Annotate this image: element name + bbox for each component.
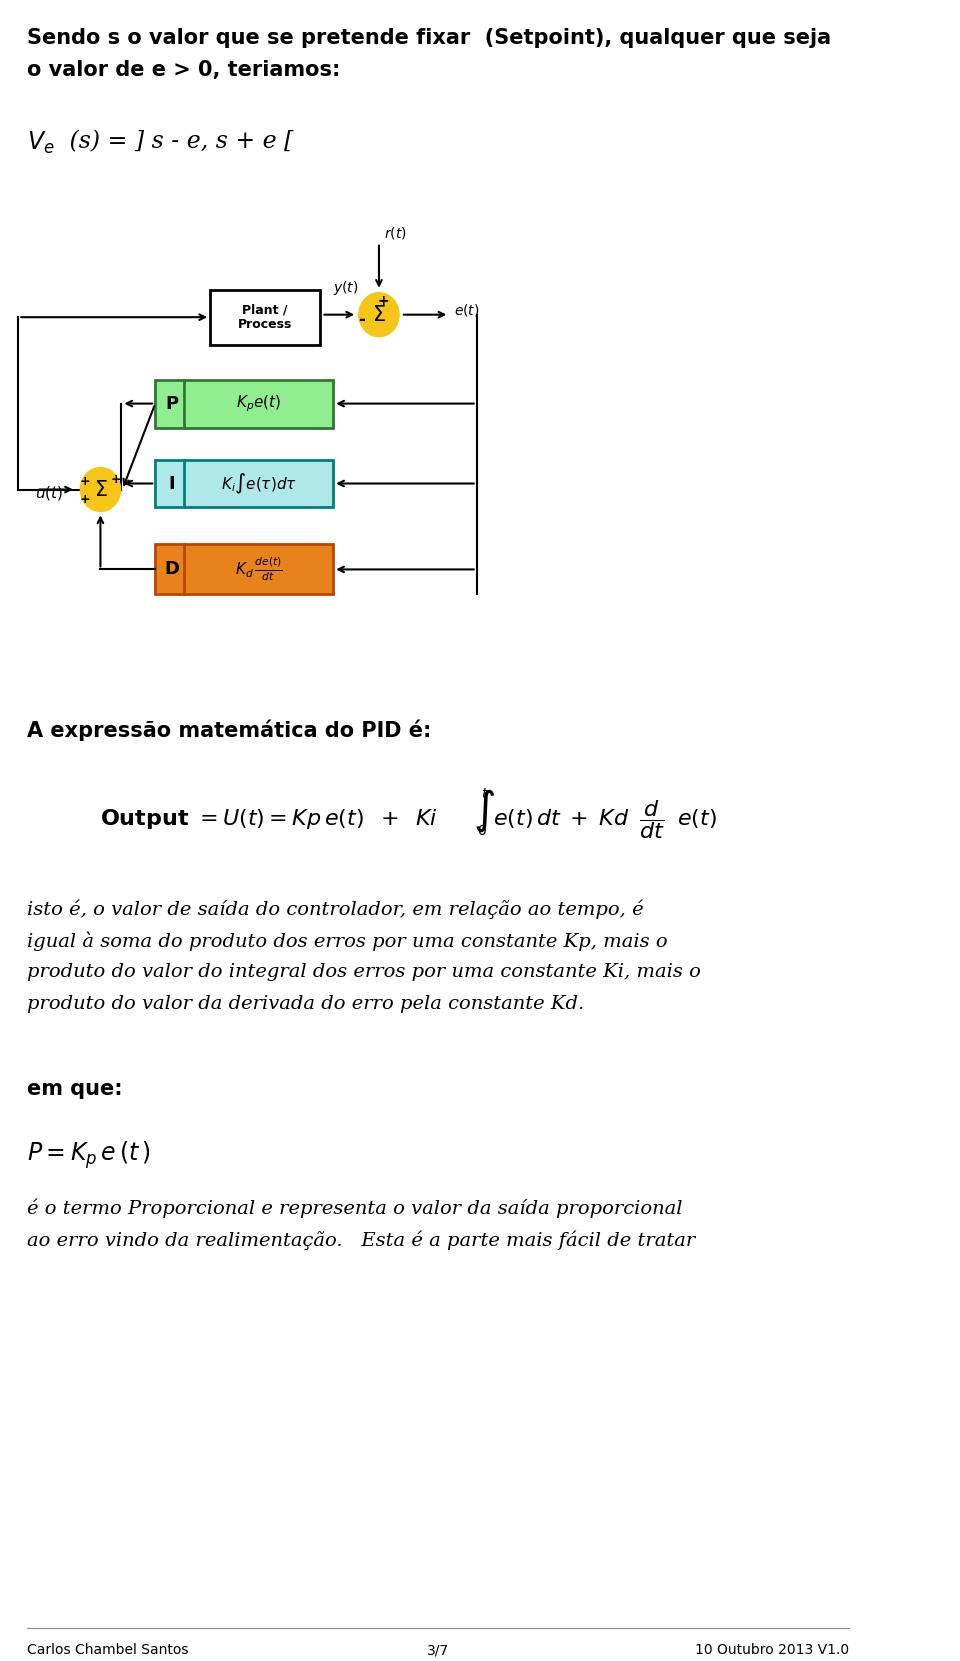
Text: $\int$: $\int$: [473, 787, 495, 834]
Text: $u(t)$: $u(t)$: [35, 483, 62, 502]
Text: $\mathbf{Output}$ $= U(t) = Kp\, e(t)\;\; +\;\; Ki$: $\mathbf{Output}$ $= U(t) = Kp\, e(t)\;\…: [101, 807, 439, 830]
Circle shape: [359, 292, 399, 337]
Text: $t$: $t$: [481, 787, 489, 801]
FancyBboxPatch shape: [156, 460, 333, 508]
Text: $\Sigma$: $\Sigma$: [93, 480, 108, 500]
Text: A expressão matemática do PID é:: A expressão matemática do PID é:: [28, 719, 432, 741]
Text: $\Sigma$: $\Sigma$: [372, 304, 386, 324]
Text: -: -: [358, 311, 365, 329]
Text: +: +: [80, 475, 90, 488]
Text: +: +: [80, 493, 90, 507]
FancyBboxPatch shape: [210, 289, 320, 344]
Text: +: +: [377, 294, 390, 307]
FancyBboxPatch shape: [156, 380, 333, 427]
Circle shape: [81, 467, 121, 512]
Text: P: P: [165, 395, 179, 412]
Text: o valor de e > 0, teriamos:: o valor de e > 0, teriamos:: [28, 60, 341, 80]
Text: produto do valor do integral dos erros por uma constante Ki, mais o: produto do valor do integral dos erros p…: [28, 963, 701, 982]
Text: $P = K_p\, e\, (t\, )$: $P = K_p\, e\, (t\, )$: [28, 1139, 151, 1171]
Text: $K_p e(t)$: $K_p e(t)$: [236, 394, 281, 414]
Text: 3/7: 3/7: [427, 1643, 449, 1658]
Text: $e(t)\,dt\; + \;Kd\;\;\dfrac{d}{dt}\;\;e(t)$: $e(t)\,dt\; + \;Kd\;\;\dfrac{d}{dt}\;\;e…: [493, 797, 717, 840]
Text: $K_d\,\frac{de(t)}{dt}$: $K_d\,\frac{de(t)}{dt}$: [235, 555, 282, 583]
Text: I: I: [168, 475, 175, 493]
Text: Carlos Chambel Santos: Carlos Chambel Santos: [28, 1643, 189, 1658]
Text: Sendo s o valor que se pretende fixar  (Setpoint), qualquer que seja: Sendo s o valor que se pretende fixar (S…: [28, 28, 831, 48]
Text: $K_i\int e(\tau)d\tau$: $K_i\int e(\tau)d\tau$: [221, 472, 297, 495]
Text: D: D: [164, 560, 180, 578]
Text: é o termo Proporcional e representa o valor da saída proporcional: é o termo Proporcional e representa o va…: [28, 1199, 683, 1218]
Text: isto é, o valor de saída do controlador, em relação ao tempo, é: isto é, o valor de saída do controlador,…: [28, 899, 644, 919]
Text: $V_e$: $V_e$: [28, 130, 55, 156]
Text: Plant /
Process: Plant / Process: [238, 304, 292, 331]
Text: em que:: em que:: [28, 1080, 123, 1100]
FancyBboxPatch shape: [156, 545, 333, 595]
Text: $e(t)$: $e(t)$: [454, 302, 479, 317]
Text: $y(t)$: $y(t)$: [333, 279, 359, 297]
Text: ao erro vindo da realimentação.   Esta é a parte mais fácil de tratar: ao erro vindo da realimentação. Esta é a…: [28, 1231, 696, 1251]
Text: +: +: [110, 473, 121, 487]
Text: $r(t)$: $r(t)$: [384, 224, 406, 241]
Text: 10 Outubro 2013 V1.0: 10 Outubro 2013 V1.0: [695, 1643, 850, 1658]
Text: produto do valor da derivada do erro pela constante Kd.: produto do valor da derivada do erro pel…: [28, 995, 585, 1013]
Text: $0$: $0$: [477, 824, 487, 839]
Text: (s) = ] s - e, s + e [: (s) = ] s - e, s + e [: [62, 130, 294, 153]
Text: igual à soma do produto dos erros por uma constante Kp, mais o: igual à soma do produto dos erros por um…: [28, 932, 668, 950]
